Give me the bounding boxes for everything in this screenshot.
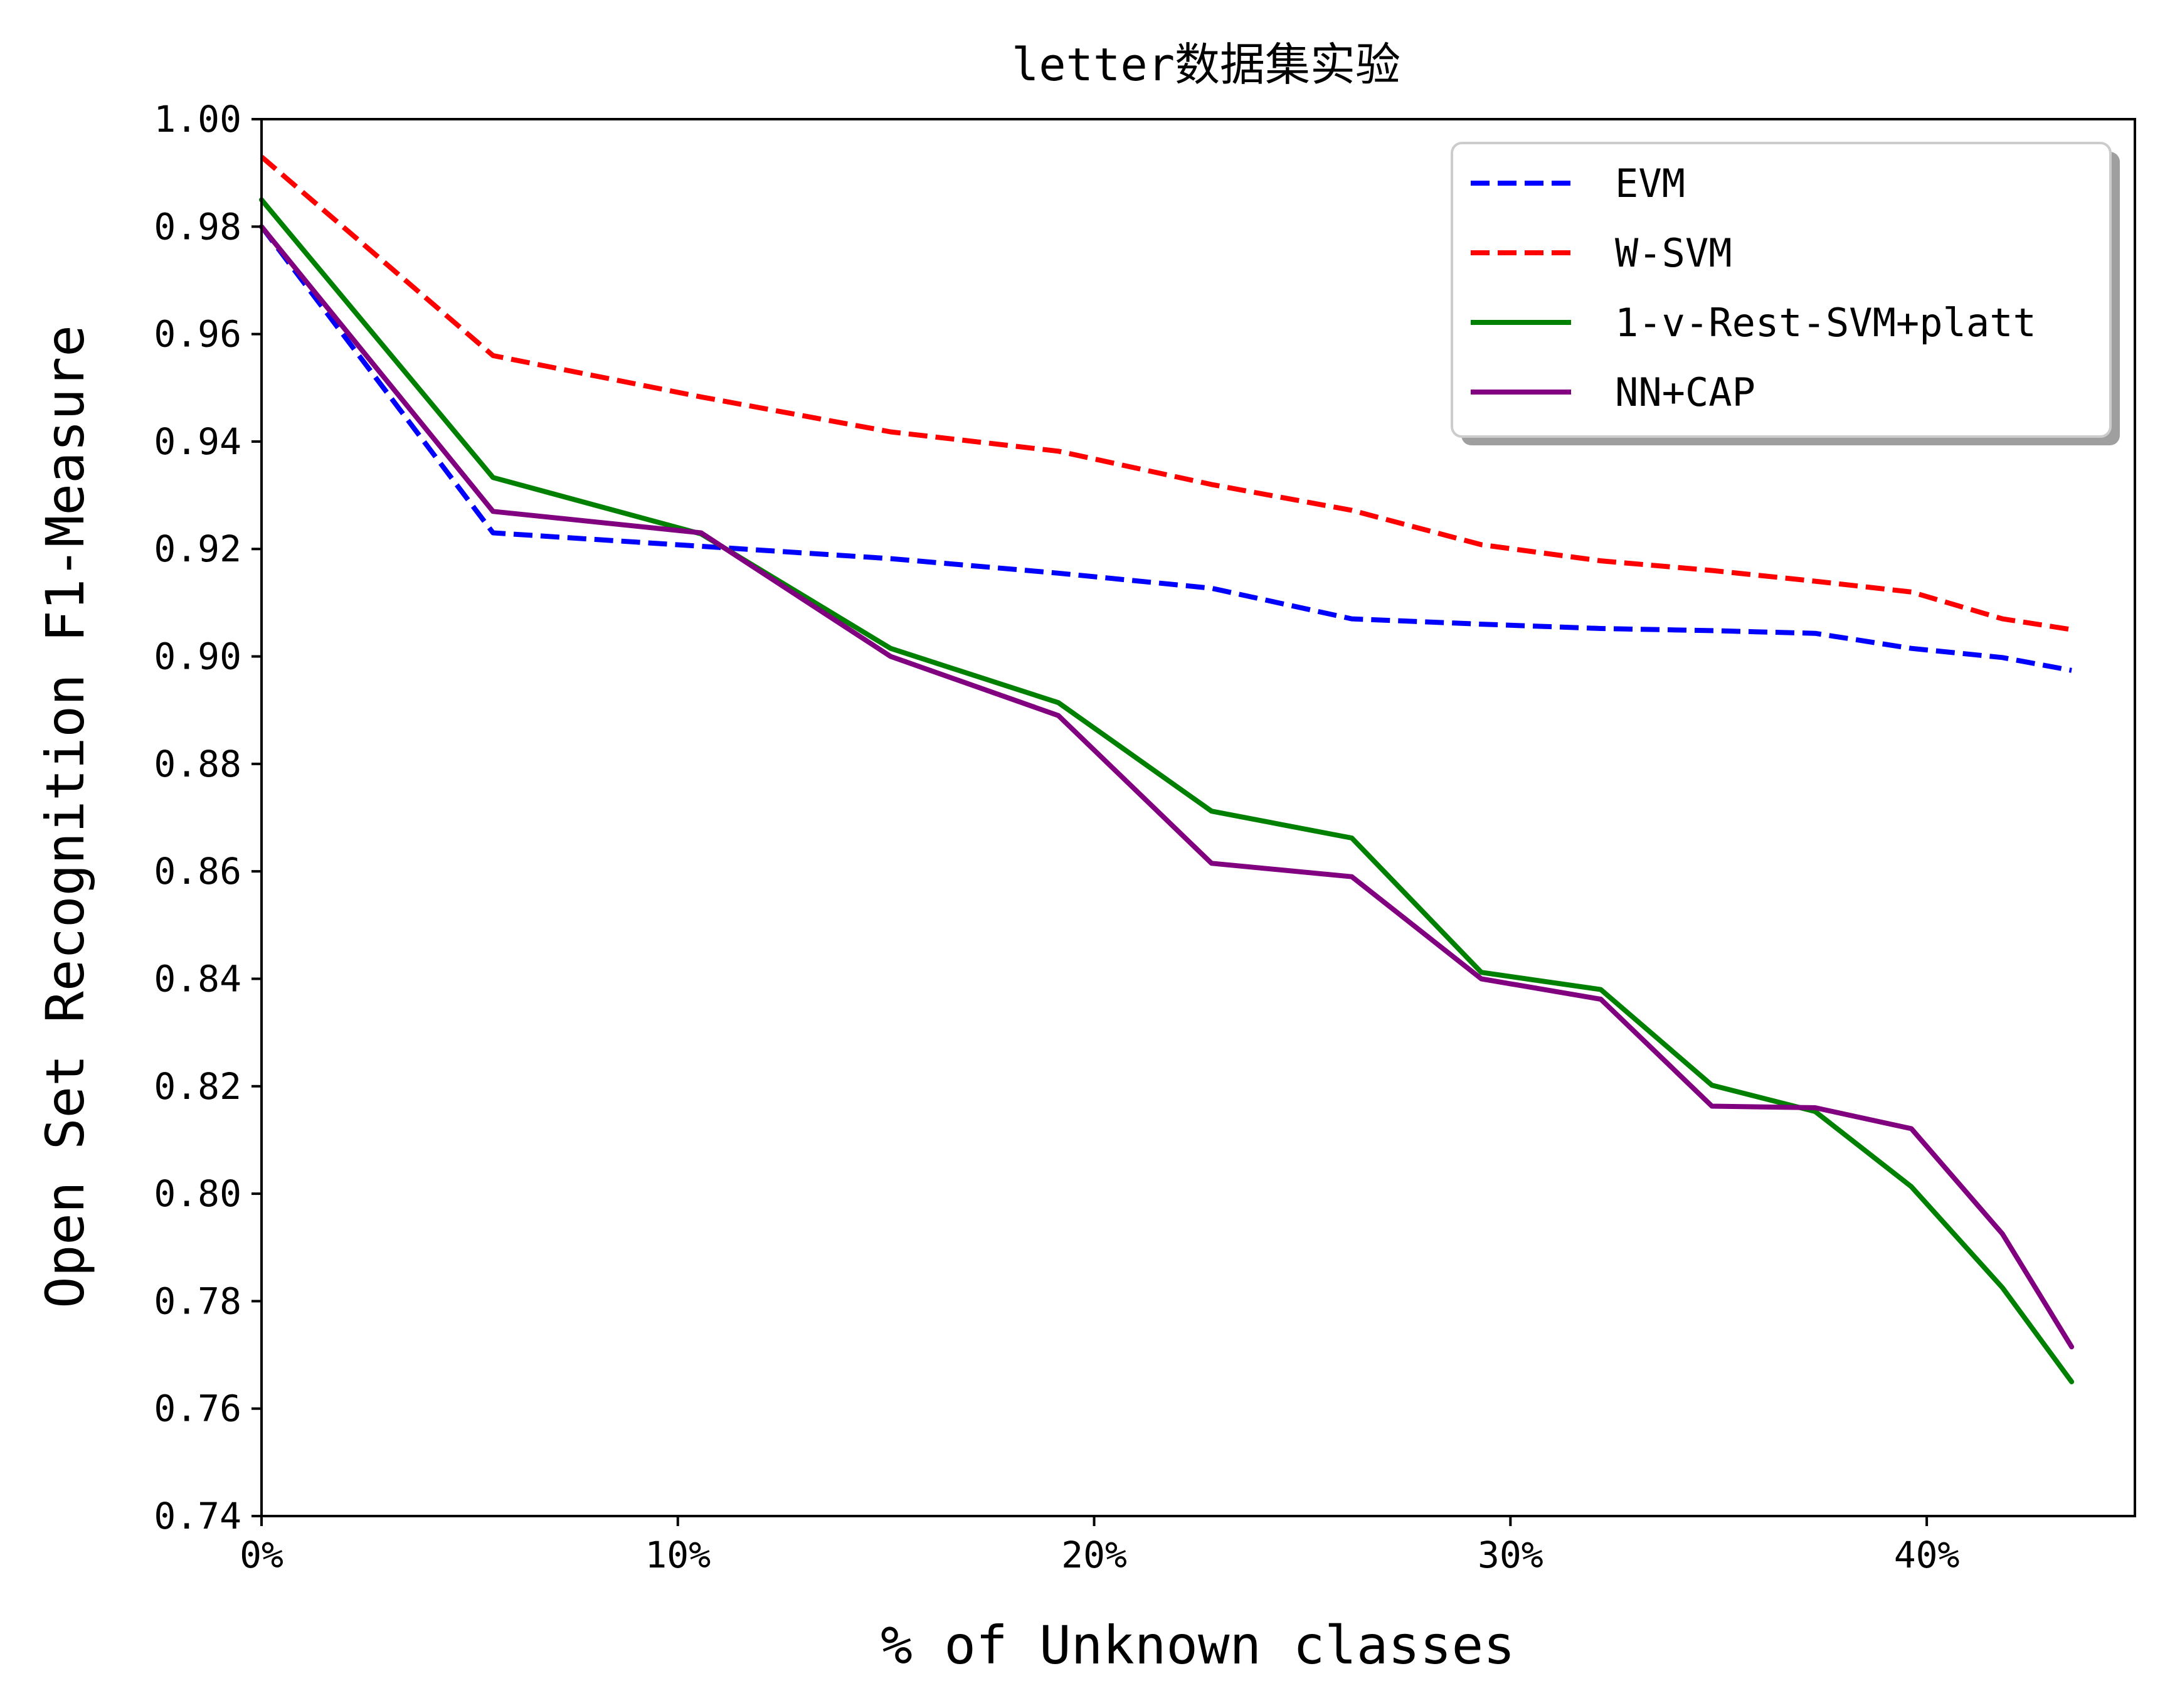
series-layer — [259, 154, 2075, 1384]
y-tick-label: 0.74 — [154, 1495, 241, 1537]
x-axis-label: % of Unknown classes — [881, 1615, 1515, 1676]
x-tick-label: 20% — [1061, 1534, 1127, 1576]
legend-box — [1451, 142, 2112, 438]
y-tick-label: 0.86 — [154, 850, 241, 893]
legend: EVM W-SVM 1-v-Rest-SVM+platt NN+CAP — [1451, 142, 2120, 445]
y-tick-label: 0.96 — [154, 313, 241, 356]
series-line-evm — [259, 225, 2072, 673]
y-tick-label: 0.94 — [154, 420, 241, 463]
y-axis: 0.74 0.76 0.78 0.80 0.82 0.84 0.86 0.88 0.90 0.92… — [154, 98, 262, 1537]
y-tick-label: 0.88 — [154, 743, 241, 785]
y-tick-label: 0.82 — [154, 1065, 241, 1108]
y-tick-label: 0.76 — [154, 1387, 241, 1430]
y-axis-label: Open Set Recognition F1-Measure — [34, 325, 96, 1308]
x-axis: 0% 10% 20% 30% 40% — [240, 1516, 1959, 1576]
series-line-w-svm — [260, 154, 2072, 632]
series-line-nn-cap — [259, 224, 2075, 1350]
y-tick-label: 0.84 — [154, 957, 241, 1000]
legend-label-1-v-rest-svm-platt: 1-v-Rest-SVM+platt — [1615, 300, 2036, 346]
legend-label-nn-cap: NN+CAP — [1615, 369, 1755, 415]
x-tick-label: 10% — [645, 1534, 711, 1576]
x-tick-label: 40% — [1894, 1534, 1960, 1576]
y-tick-label: 0.78 — [154, 1280, 241, 1322]
x-tick-label: 0% — [240, 1534, 283, 1576]
y-tick-label: 0.90 — [154, 635, 241, 678]
legend-label-evm: EVM — [1615, 161, 1685, 206]
x-tick-label: 30% — [1478, 1534, 1543, 1576]
chart-title: letter数据集实验 — [1012, 38, 1400, 91]
y-tick-label: 0.80 — [154, 1172, 241, 1215]
y-tick-label: 0.92 — [154, 528, 241, 570]
y-tick-label: 0.98 — [154, 205, 241, 248]
legend-label-w-svm: W-SVM — [1615, 230, 1732, 276]
y-tick-label: 1.00 — [154, 98, 241, 141]
axes-frame — [260, 118, 2136, 1517]
